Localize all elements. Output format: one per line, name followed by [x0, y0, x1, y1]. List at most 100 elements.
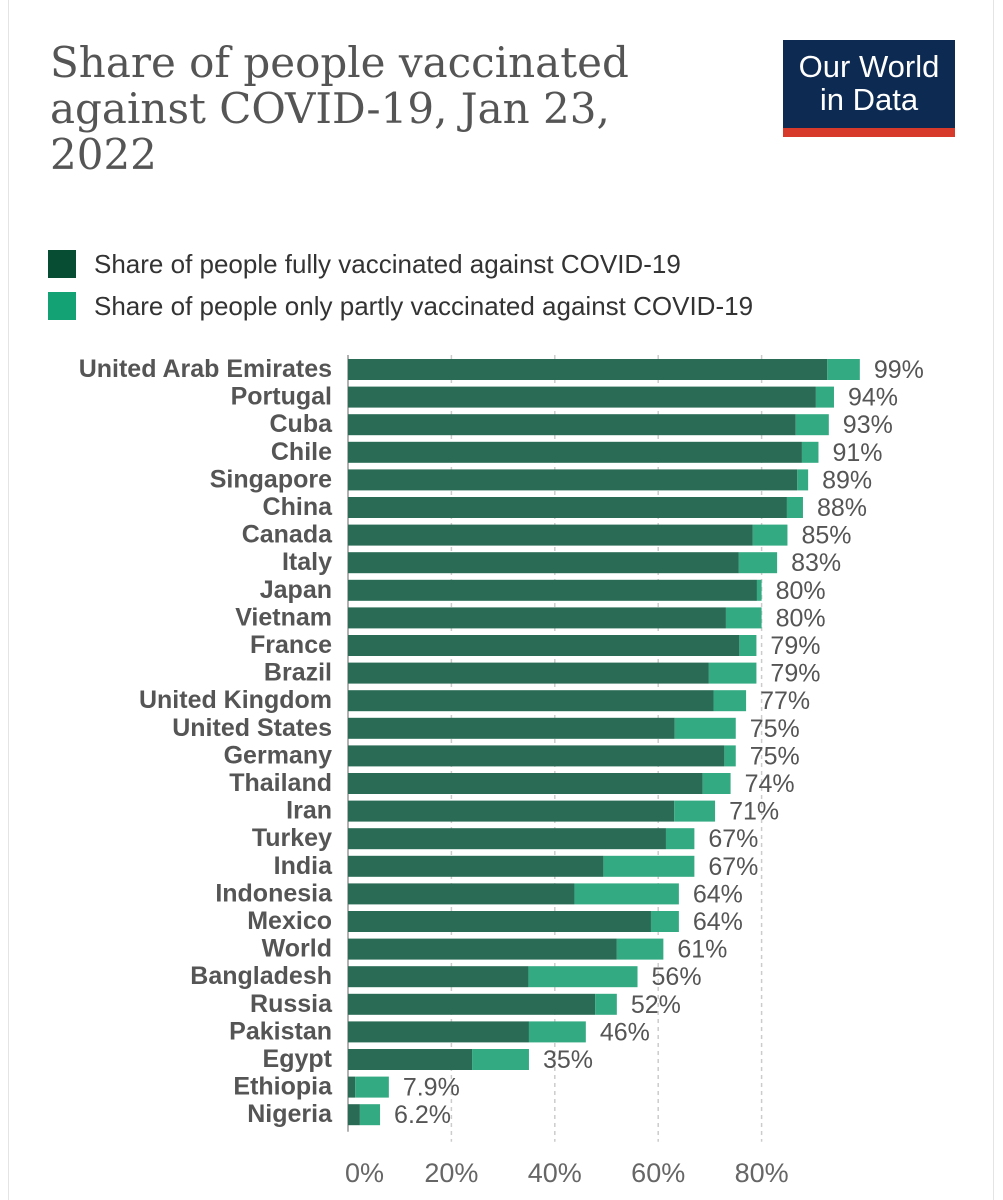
legend-item-fully[interactable]: Share of people fully vaccinated against…	[48, 243, 753, 285]
value-label: 61%	[677, 936, 727, 964]
value-label: 67%	[708, 853, 758, 881]
bar-partly[interactable]	[665, 828, 695, 850]
value-label: 99%	[874, 356, 924, 384]
bar-fully[interactable]	[348, 773, 703, 794]
category-label: United Kingdom	[139, 686, 332, 714]
bar-partly[interactable]	[650, 911, 679, 932]
category-label: Canada	[242, 521, 333, 549]
category-label: Egypt	[263, 1045, 333, 1073]
legend-label-fully: Share of people fully vaccinated against…	[94, 248, 681, 279]
owid-logo[interactable]: Our World in Data	[783, 40, 955, 137]
category-label: Cuba	[270, 410, 334, 438]
bar-fully[interactable]	[348, 855, 604, 877]
bar-partly[interactable]	[756, 579, 762, 601]
bar-partly[interactable]	[797, 469, 809, 491]
bar-fully[interactable]	[348, 717, 675, 739]
value-label: 88%	[817, 494, 867, 522]
bar-partly[interactable]	[702, 773, 731, 794]
value-label: 7.9%	[403, 1074, 460, 1102]
bar-partly[interactable]	[801, 441, 819, 463]
value-label: 85%	[801, 522, 851, 550]
bar-partly[interactable]	[752, 524, 788, 546]
bar-fully[interactable]	[348, 1104, 360, 1126]
bar-partly[interactable]	[738, 552, 778, 574]
bar-fully[interactable]	[348, 552, 739, 574]
value-label: 74%	[745, 770, 795, 798]
bar-fully[interactable]	[348, 966, 529, 988]
bar-fully[interactable]	[348, 745, 725, 767]
bar-partly[interactable]	[708, 662, 757, 684]
bar-partly[interactable]	[724, 745, 736, 767]
value-label: 6.2%	[394, 1101, 451, 1129]
bar-partly[interactable]	[713, 690, 747, 712]
category-label: Thailand	[229, 769, 332, 797]
value-label: 71%	[729, 798, 779, 826]
bar-fully[interactable]	[348, 497, 787, 518]
value-label: 56%	[652, 963, 702, 991]
bar-partly[interactable]	[472, 1049, 529, 1070]
bar-labels: United Arab Emirates 99% Portugal 94% Cuba 93…	[79, 355, 924, 1129]
category-label: Brazil	[264, 659, 332, 687]
bar-partly[interactable]	[603, 855, 695, 877]
bar-partly[interactable]	[528, 1021, 586, 1043]
bar-fully[interactable]	[348, 911, 651, 932]
bar-fully[interactable]	[348, 441, 802, 463]
value-label: 83%	[791, 549, 841, 577]
legend-label-partly: Share of people only partly vaccinated a…	[94, 290, 754, 321]
bar-partly[interactable]	[355, 1076, 389, 1098]
logo-line-1: Our World	[798, 49, 940, 84]
value-label: 93%	[843, 411, 893, 439]
bar-fully[interactable]	[348, 690, 714, 712]
bar-partly[interactable]	[674, 800, 716, 822]
bar-fully[interactable]	[348, 1049, 473, 1070]
category-label: Italy	[282, 548, 332, 576]
value-label: 35%	[543, 1046, 593, 1074]
category-label: China	[263, 493, 334, 521]
chart-frame	[8, 0, 994, 1200]
bar-partly[interactable]	[359, 1104, 381, 1126]
bar-fully[interactable]	[348, 662, 709, 684]
bar-fully[interactable]	[348, 635, 740, 656]
bar-fully[interactable]	[348, 359, 828, 380]
bar-partly[interactable]	[595, 993, 617, 1015]
bar-partly[interactable]	[827, 359, 860, 380]
value-label: 89%	[822, 466, 872, 494]
bar-fully[interactable]	[348, 1076, 356, 1098]
category-label: Turkey	[252, 824, 332, 852]
x-tick-label: 60%	[631, 1158, 685, 1188]
value-label: 80%	[776, 604, 826, 632]
bar-partly[interactable]	[786, 497, 803, 518]
category-label: Chile	[271, 438, 332, 466]
bar-partly[interactable]	[725, 607, 762, 629]
category-label: World	[262, 935, 332, 963]
bar-partly[interactable]	[674, 717, 736, 739]
bar-fully[interactable]	[348, 607, 726, 629]
chart-title: Share of people vaccinated against COVID…	[50, 38, 629, 179]
legend-item-partly[interactable]: Share of people only partly vaccinated a…	[48, 285, 753, 327]
bar-partly[interactable]	[795, 414, 829, 436]
bar-fully[interactable]	[348, 800, 675, 822]
category-label: United Arab Emirates	[79, 355, 332, 383]
bar-partly[interactable]	[616, 938, 664, 960]
bar-fully[interactable]	[348, 524, 753, 546]
bars	[348, 359, 860, 1126]
category-label: France	[250, 631, 332, 659]
bar-fully[interactable]	[348, 1021, 529, 1043]
bar-fully[interactable]	[348, 414, 796, 436]
bar-fully[interactable]	[348, 386, 816, 408]
bar-fully[interactable]	[348, 883, 575, 905]
bar-partly[interactable]	[739, 635, 757, 656]
bar-fully[interactable]	[348, 469, 798, 491]
bar-fully[interactable]	[348, 938, 617, 960]
bar-fully[interactable]	[348, 993, 596, 1015]
bar-partly[interactable]	[574, 883, 679, 905]
value-label: 77%	[760, 687, 810, 715]
category-label: Japan	[260, 576, 332, 604]
bar-partly[interactable]	[528, 966, 638, 988]
value-label: 64%	[693, 908, 743, 936]
category-label: Nigeria	[247, 1100, 333, 1128]
bar-partly[interactable]	[815, 386, 834, 408]
bar-fully[interactable]	[348, 828, 666, 850]
bar-fully[interactable]	[348, 579, 757, 601]
